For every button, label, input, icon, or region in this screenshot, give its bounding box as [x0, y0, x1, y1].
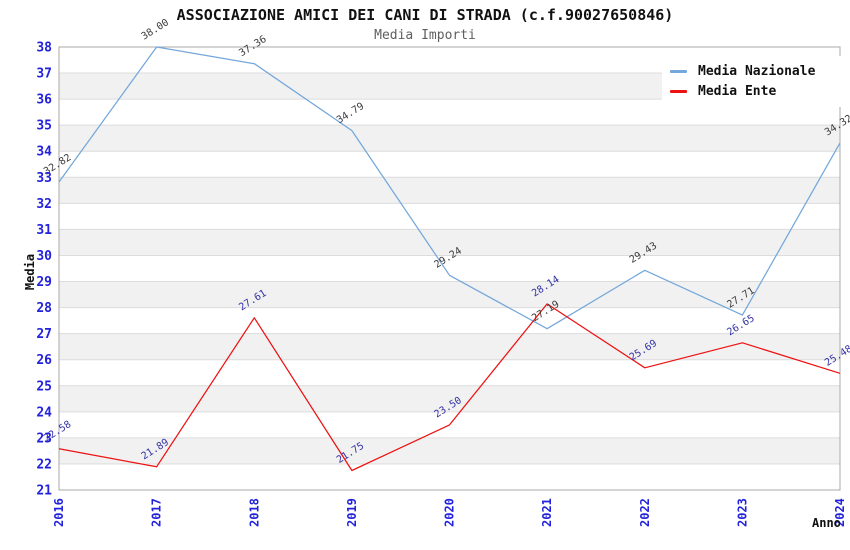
- y-tick-label: 21: [36, 484, 52, 499]
- y-tick-label: 37: [36, 67, 52, 82]
- x-tick-label: 2018: [247, 498, 261, 527]
- legend-swatch-media-ente-icon: [670, 89, 687, 93]
- grid-band: [59, 125, 840, 152]
- legend-item-media-ente: Media Ente: [670, 81, 836, 101]
- legend-label-media-ente: Media Ente: [698, 83, 777, 99]
- x-tick-label: 2020: [443, 498, 457, 527]
- y-tick-label: 35: [36, 119, 52, 134]
- x-axis-title: Anno: [812, 516, 841, 530]
- y-tick-label: 29: [36, 275, 52, 290]
- y-tick-label: 32: [36, 197, 52, 212]
- y-tick-label: 34: [36, 145, 52, 160]
- legend-label-media-nazionale: Media Nazionale: [698, 63, 816, 79]
- chart-subtitle: Media Importi: [374, 28, 476, 43]
- data-label: 34.79: [335, 101, 366, 126]
- grid-band: [59, 437, 840, 464]
- grid-band: [59, 333, 840, 360]
- y-tick-label: 26: [36, 353, 52, 368]
- y-tick-label: 22: [36, 457, 52, 472]
- y-tick-label: 38: [36, 41, 52, 56]
- x-tick-label: 2016: [52, 498, 66, 527]
- legend: Media Nazionale Media Ente: [662, 56, 844, 107]
- series-line-media-ente: [58, 303, 841, 472]
- grid-band: [59, 229, 840, 256]
- chart-title: ASSOCIAZIONE AMICI DEI CANI DI STRADA (c…: [176, 6, 674, 24]
- grid-band: [59, 385, 840, 412]
- y-tick-label: 31: [36, 223, 52, 238]
- legend-swatch-media-nazionale-icon: [670, 69, 687, 73]
- series-line-media-nazionale: [58, 46, 841, 330]
- y-tick-label: 30: [36, 249, 52, 264]
- y-tick-label: 33: [36, 171, 52, 186]
- y-tick-label: 23: [36, 431, 52, 446]
- grid-band: [59, 177, 840, 204]
- x-tick-label: 2019: [345, 498, 359, 527]
- x-tick-label: 2022: [638, 498, 652, 527]
- x-tick-label: 2021: [540, 498, 554, 527]
- y-tick-label: 24: [36, 405, 52, 420]
- y-tick-label: 28: [36, 301, 52, 316]
- legend-item-media-nazionale: Media Nazionale: [670, 61, 836, 81]
- grid-band: [59, 281, 840, 308]
- y-axis-title: Media: [23, 253, 37, 291]
- x-tick-label: 2017: [150, 498, 164, 527]
- x-tick-label: 2024: [833, 498, 847, 527]
- y-tick-label: 36: [36, 93, 52, 108]
- y-tick-label: 27: [36, 327, 52, 342]
- plot-border: [58, 46, 841, 491]
- y-tick-label: 25: [36, 379, 52, 394]
- x-tick-label: 2023: [735, 498, 749, 527]
